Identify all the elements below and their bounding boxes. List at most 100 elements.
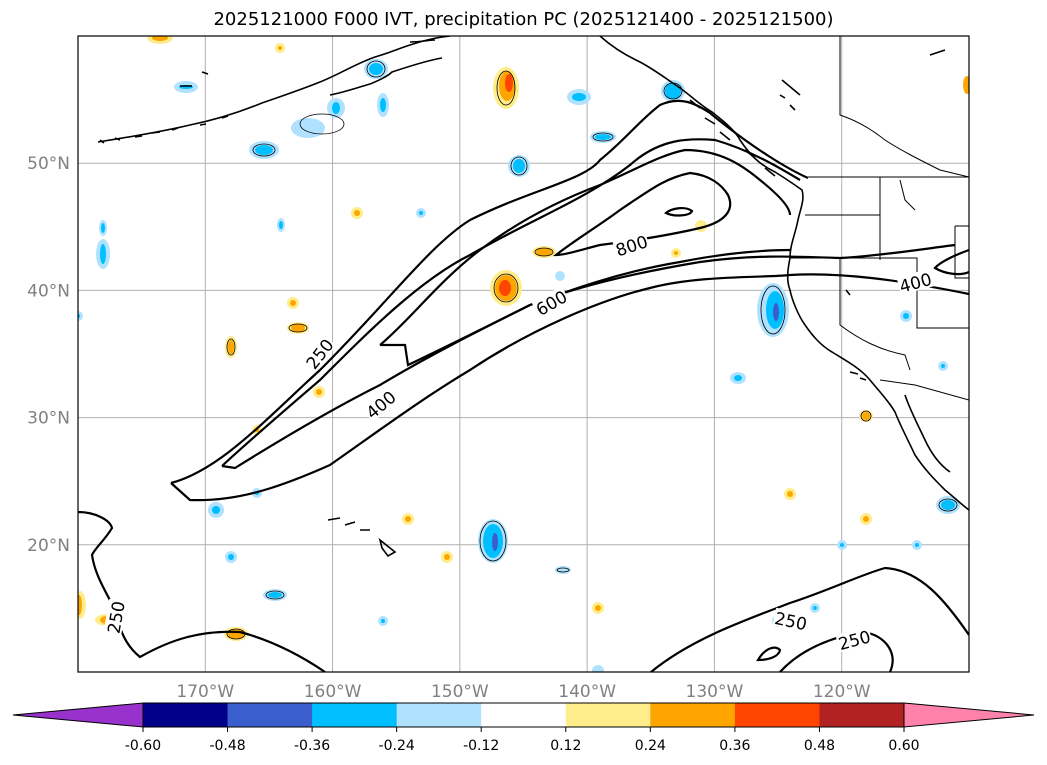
precip-patch	[592, 665, 604, 672]
lon-tick-label: 170°W	[176, 682, 234, 702]
colorbar-segment	[312, 703, 398, 727]
precip-patch	[773, 303, 779, 321]
lon-tick-label: 120°W	[813, 682, 871, 702]
ivt-contour-600	[380, 248, 791, 367]
precip-patch	[787, 491, 793, 497]
precip-patch	[674, 251, 678, 255]
precip-patch	[963, 76, 969, 94]
precip-patch	[255, 145, 273, 155]
precip-patch	[941, 364, 945, 368]
lat-tick-label: 30°N	[27, 409, 70, 429]
ivt-contour-400	[221, 138, 801, 467]
ivt-contour-600	[379, 148, 792, 346]
precip-patch	[354, 210, 360, 216]
axis-tick-labels: 170°W 160°W 150°W 140°W 130°W 120°W 20°N 30°N 40…	[27, 154, 871, 702]
ivt-contour-800	[552, 171, 732, 257]
precip-patch	[595, 605, 601, 611]
colorbar-lower-extension	[12, 702, 144, 728]
precip-patch	[903, 313, 909, 319]
precip-patch	[369, 63, 383, 75]
precip-patch	[665, 83, 681, 99]
lon-tick-label: 140°W	[558, 682, 616, 702]
precip-patch	[78, 595, 82, 615]
lon-tick-label: 130°W	[686, 682, 744, 702]
precip-patch	[278, 46, 282, 50]
alaska-panhandle-coast	[599, 36, 804, 259]
ivt-contour-label: 250	[772, 607, 810, 635]
precip-pc-negative-patches	[78, 59, 960, 672]
bering-region	[409, 39, 946, 56]
precip-patch	[78, 311, 83, 321]
colorbar-upper-extension	[903, 702, 1035, 728]
precip-patch-outlines	[226, 60, 958, 640]
us-west-coast	[786, 257, 969, 511]
alaska-peninsula-coast	[97, 36, 451, 143]
state-border	[790, 257, 969, 329]
precip-patch	[555, 271, 565, 281]
colorbar-tick-label: 0.36	[719, 738, 750, 754]
precip-patch	[291, 324, 305, 332]
precip-patch	[279, 221, 283, 229]
colorbar-segment	[734, 703, 820, 727]
precip-patch	[734, 375, 742, 381]
map-title: 2025121000 F000 IVT, precipitation PC (2…	[213, 9, 834, 30]
ivt-contours	[78, 99, 969, 672]
precip-patch	[100, 244, 106, 264]
lon-tick-label: 150°W	[431, 682, 489, 702]
alaska-panhandle-islands	[689, 99, 776, 177]
precip-patch	[862, 412, 870, 420]
precip-patch	[941, 500, 955, 510]
precip-patch	[228, 554, 234, 560]
state-border	[899, 179, 916, 211]
colorbar-segment	[650, 703, 736, 727]
hawaii-islands	[327, 517, 397, 558]
precip-patch	[536, 248, 552, 256]
channel-islands	[845, 289, 867, 381]
colorbar-tick-label: -0.36	[294, 738, 330, 754]
ivt-contour-label: 800	[612, 231, 651, 261]
state-border	[805, 214, 881, 260]
ivt-contour-label-text: 800	[613, 232, 650, 261]
colorbar-border	[142, 702, 905, 728]
alaska-canada-border	[839, 36, 969, 178]
northwest-coast-islands	[779, 79, 801, 111]
precip-patch	[419, 211, 423, 215]
ivt-contour-label: 250	[835, 626, 873, 655]
lat-tick-label: 20°N	[27, 536, 70, 556]
precip-patch	[915, 543, 919, 547]
ivt-contour-label: 250	[103, 598, 130, 636]
mexico-border	[879, 379, 969, 401]
precip-patch	[572, 93, 586, 101]
colorbar-tick-label: -0.12	[463, 738, 499, 754]
map-frame-border	[77, 35, 970, 673]
colorbar-tick-label: -0.60	[125, 738, 161, 754]
precip-patch	[863, 516, 869, 522]
lat-tick-label: 50°N	[27, 154, 70, 174]
colorbar-tick-label: 0.60	[888, 738, 919, 754]
lat-tick-label: 40°N	[27, 281, 70, 301]
precip-patch	[212, 506, 220, 514]
colorbar-segment	[143, 703, 229, 727]
baja-peninsula	[904, 394, 951, 473]
colorbar-tick-label: -0.24	[379, 738, 415, 754]
precip-patch	[101, 223, 105, 233]
precip-pc-positive-patches	[78, 36, 969, 641]
precip-patch	[499, 280, 511, 296]
precip-patch	[332, 102, 340, 114]
ivt-contour-small	[664, 207, 694, 217]
precip-patch	[268, 592, 282, 598]
colorbar-segment	[819, 703, 905, 727]
ivt-contour-small	[756, 646, 782, 662]
precip-patch	[513, 159, 525, 173]
colorbar-tick-label: -0.48	[209, 738, 245, 754]
precip-patch	[840, 543, 844, 547]
precip-patch	[152, 36, 168, 41]
ivt-contour-label: 400	[896, 268, 934, 298]
ivt-contour-250-south	[650, 566, 969, 672]
ivt-contour-250	[170, 273, 969, 502]
precip-patch	[492, 533, 498, 551]
coastlines	[97, 36, 969, 558]
precip-patch	[405, 516, 411, 522]
ivt-contour-400	[933, 248, 969, 276]
